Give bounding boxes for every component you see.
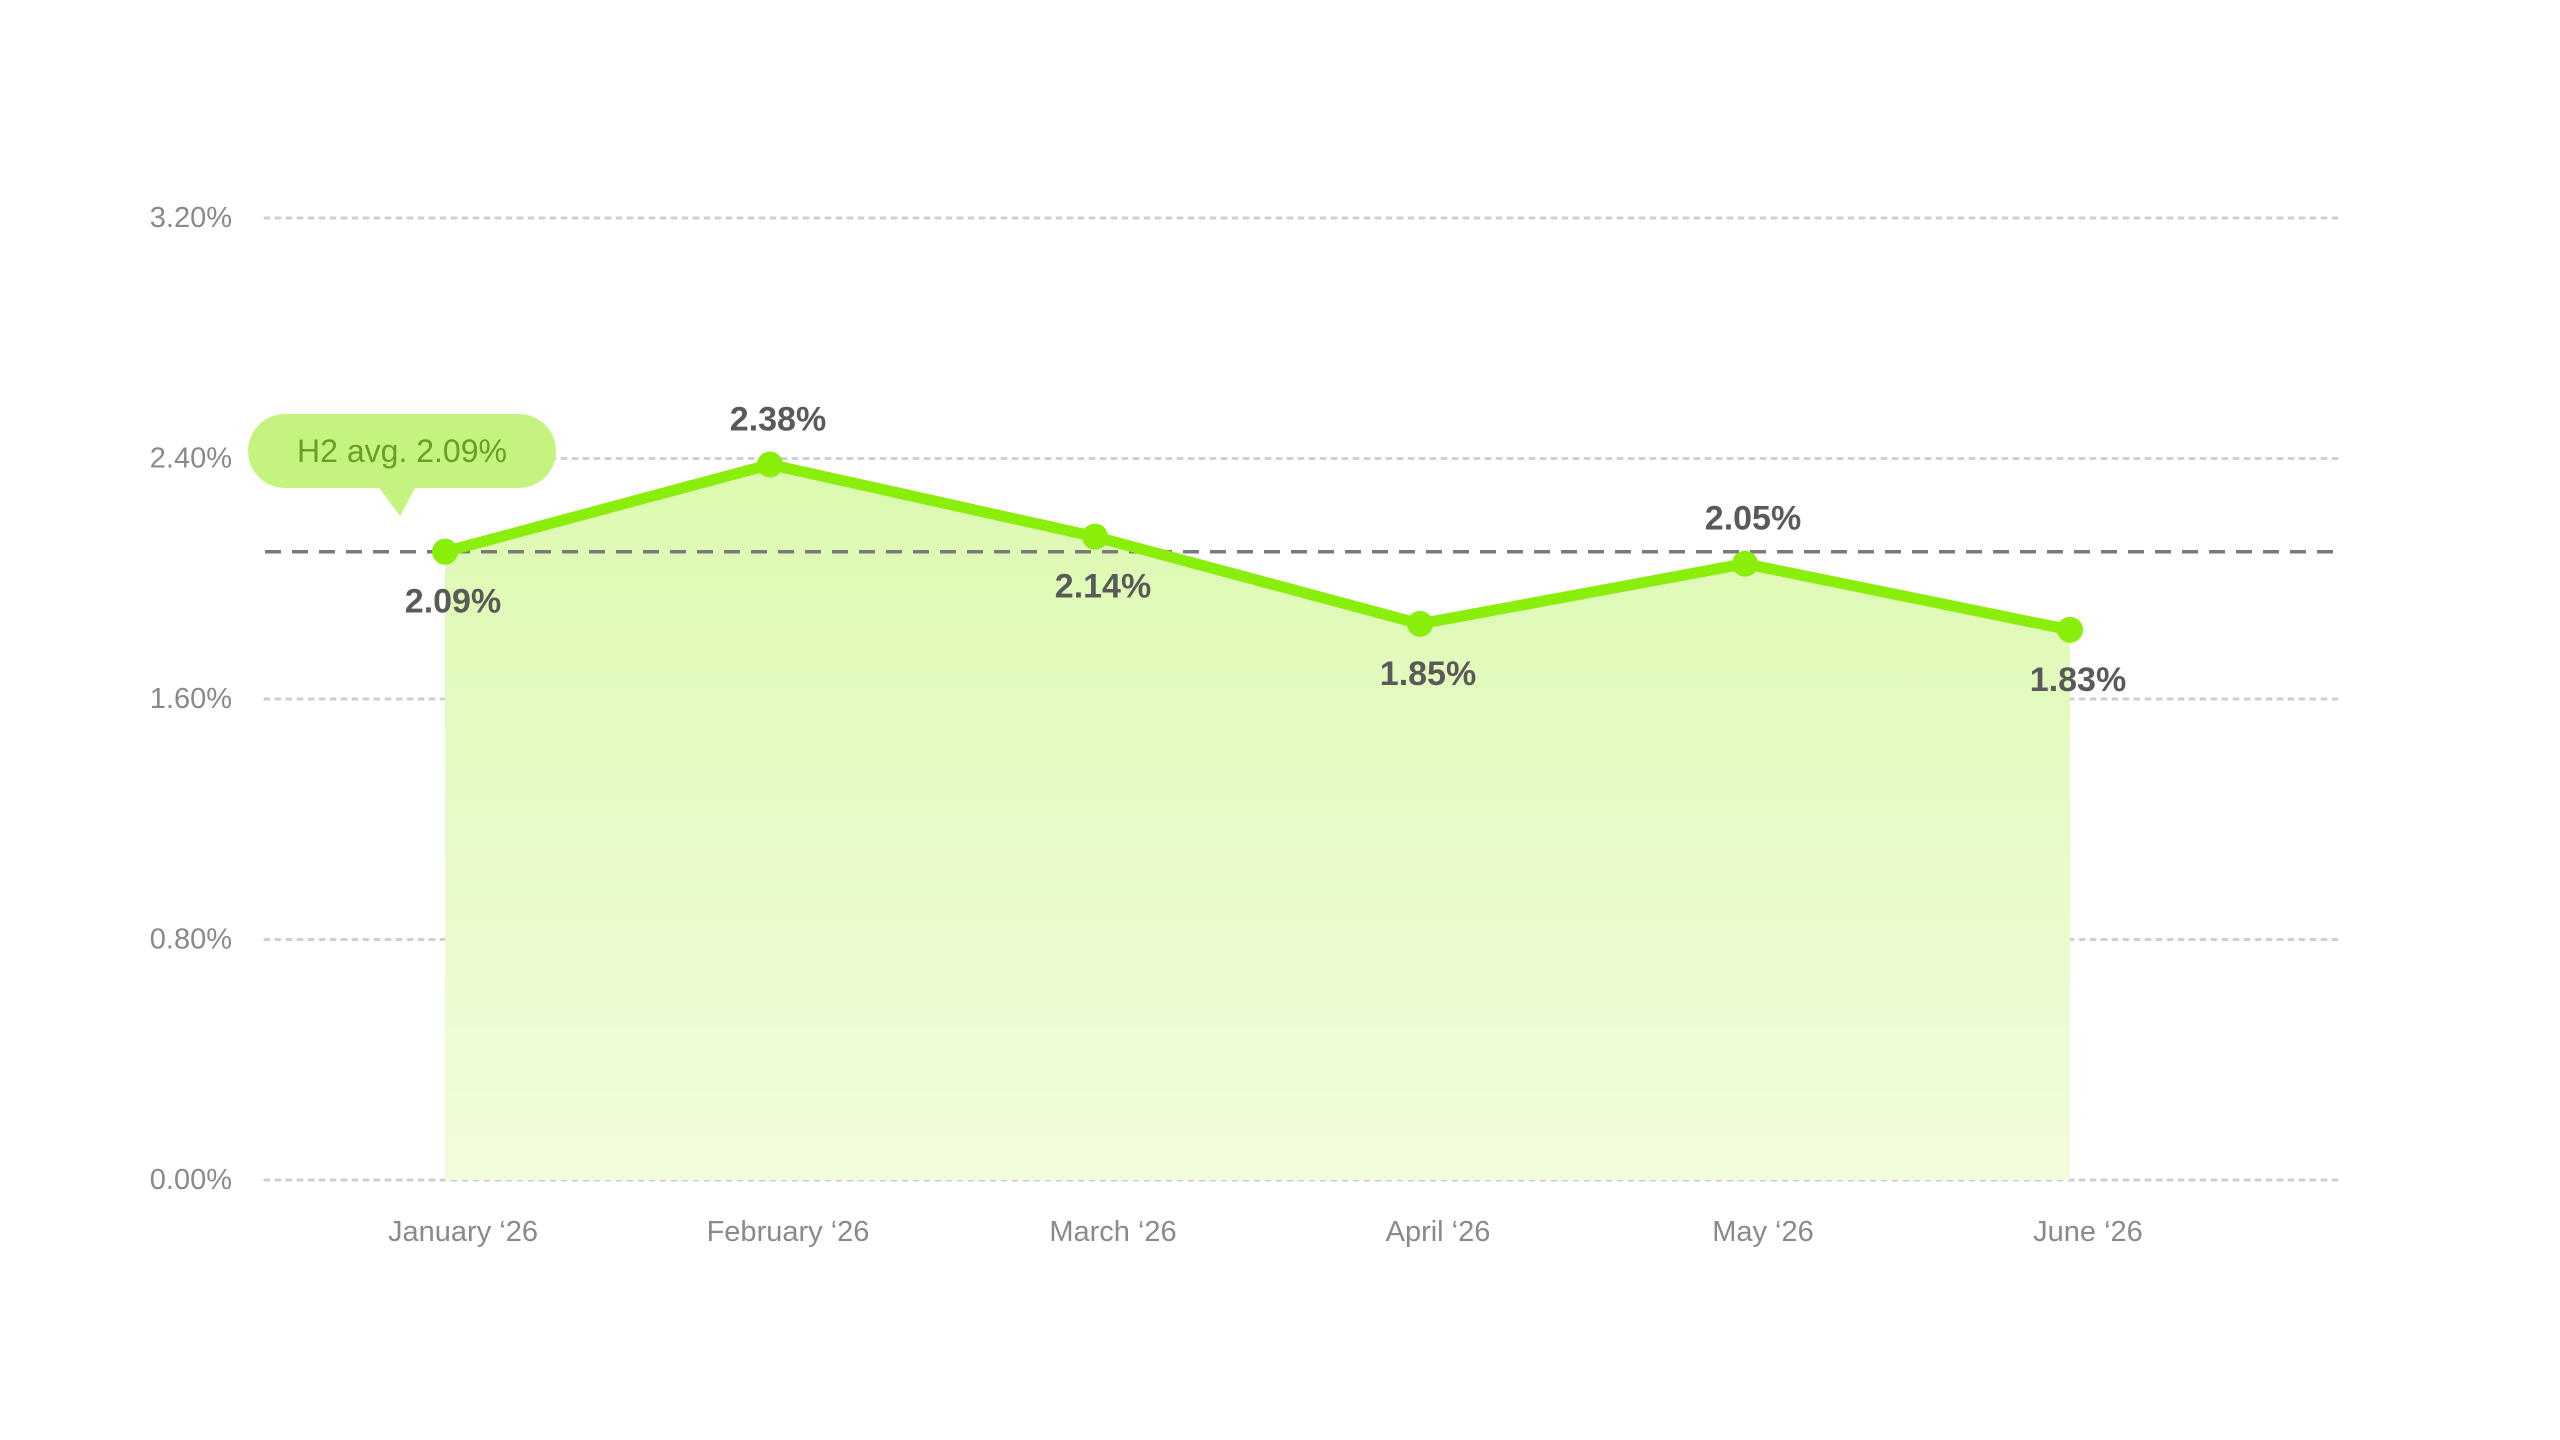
data-point	[757, 451, 783, 478]
x-tick-label: March ‘26	[1049, 1216, 1176, 1248]
x-tick-label: April ‘26	[1386, 1216, 1491, 1248]
x-axis-ticks: January ‘26 February ‘26 March ‘26 April ‘2…	[388, 1216, 2143, 1248]
data-label: 1.83%	[2030, 661, 2126, 699]
data-label: 1.85%	[1380, 655, 1476, 693]
y-tick-label: 2.40%	[150, 443, 232, 475]
y-tick-label: 3.20%	[150, 202, 232, 234]
data-label: 2.14%	[1055, 568, 1151, 606]
data-point	[1732, 550, 1758, 577]
x-tick-label: February ‘26	[707, 1216, 870, 1248]
data-labels: 2.09% 2.38% 2.14% 1.85% 2.05% 1.83%	[405, 401, 2126, 699]
data-point	[432, 538, 458, 565]
y-tick-label: 1.60%	[150, 683, 232, 715]
average-badge-background	[248, 414, 556, 488]
data-label: 2.09%	[405, 583, 501, 621]
x-tick-label: June ‘26	[2033, 1216, 2143, 1248]
data-point	[1407, 610, 1433, 637]
average-badge: H2 avg. 2.09%	[248, 414, 556, 516]
data-point	[1082, 523, 1108, 550]
data-label: 2.38%	[730, 401, 826, 439]
data-point	[2057, 616, 2083, 643]
x-tick-label: January ‘26	[388, 1216, 538, 1248]
area-fill	[445, 464, 2070, 1180]
y-axis-ticks: 0.00% 0.80% 1.60% 2.40% 3.20%	[150, 202, 232, 1196]
y-tick-label: 0.00%	[150, 1164, 232, 1196]
x-tick-label: May ‘26	[1712, 1216, 1814, 1248]
data-label: 2.05%	[1705, 500, 1801, 538]
y-tick-label: 0.80%	[150, 924, 232, 956]
average-badge-pointer	[378, 486, 416, 516]
data-points	[432, 451, 2083, 643]
series-line	[439, 459, 2076, 636]
average-badge-label: H2 avg. 2.09%	[297, 433, 507, 469]
